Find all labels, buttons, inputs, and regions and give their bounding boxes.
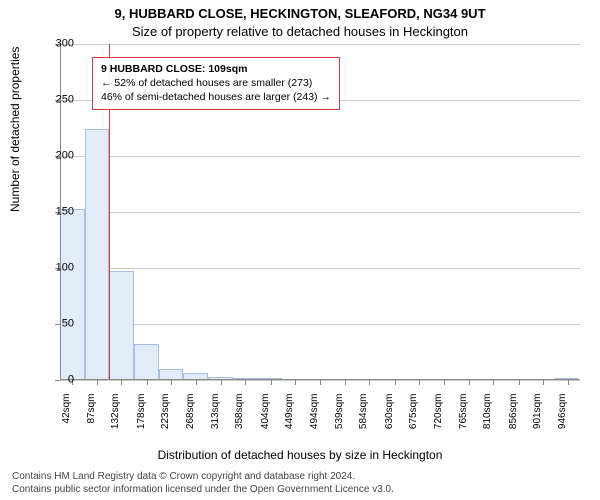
histogram-bar: [85, 129, 110, 380]
attribution-footer: Contains HM Land Registry data © Crown c…: [12, 470, 588, 496]
histogram-bar: [109, 271, 134, 380]
y-tick-label: 150: [34, 207, 74, 218]
annotation-title: 9 HUBBARD CLOSE: 109sqm: [101, 62, 331, 76]
y-tick-label: 0: [34, 375, 74, 386]
chart-subtitle: Size of property relative to detached ho…: [0, 24, 600, 39]
chart-container: 9, HUBBARD CLOSE, HECKINGTON, SLEAFORD, …: [0, 0, 600, 500]
x-tick-label: 268sqm: [185, 394, 196, 444]
y-tick-label: 200: [34, 151, 74, 162]
x-tick-label: 178sqm: [136, 394, 147, 444]
plot-area: 9 HUBBARD CLOSE: 109sqm ← 52% of detache…: [60, 44, 580, 380]
y-tick-label: 50: [34, 319, 74, 330]
histogram-bar: [134, 344, 159, 380]
x-tick-label: 901sqm: [532, 394, 543, 444]
y-tick-label: 250: [34, 95, 74, 106]
x-tick-label: 630sqm: [384, 394, 395, 444]
x-tick-label: 494sqm: [309, 394, 320, 444]
x-tick-label: 223sqm: [160, 394, 171, 444]
y-tick-label: 100: [34, 263, 74, 274]
x-tick-label: 358sqm: [234, 394, 245, 444]
annotation-smaller: ← 52% of detached houses are smaller (27…: [101, 76, 331, 90]
annotation-larger: 46% of semi-detached houses are larger (…: [101, 90, 331, 104]
annotation-callout: 9 HUBBARD CLOSE: 109sqm ← 52% of detache…: [92, 57, 340, 110]
x-tick-label: 675sqm: [408, 394, 419, 444]
x-tick-label: 87sqm: [86, 394, 97, 444]
x-tick-label: 313sqm: [210, 394, 221, 444]
chart-title-address: 9, HUBBARD CLOSE, HECKINGTON, SLEAFORD, …: [0, 6, 600, 21]
footer-line2: Contains public sector information licen…: [12, 483, 588, 496]
x-tick-label: 42sqm: [61, 394, 72, 444]
y-axis-label: Number of detached properties: [8, 47, 22, 212]
x-tick-label: 856sqm: [508, 394, 519, 444]
footer-line1: Contains HM Land Registry data © Crown c…: [12, 470, 588, 483]
y-tick-label: 300: [34, 39, 74, 50]
x-tick-label: 449sqm: [284, 394, 295, 444]
x-tick-label: 539sqm: [334, 394, 345, 444]
histogram-bar: [60, 209, 85, 380]
x-axis-label: Distribution of detached houses by size …: [0, 448, 600, 462]
x-tick-label: 720sqm: [433, 394, 444, 444]
x-tick-label: 404sqm: [260, 394, 271, 444]
x-tick-label: 946sqm: [557, 394, 568, 444]
x-tick-label: 810sqm: [482, 394, 493, 444]
x-tick-label: 584sqm: [358, 394, 369, 444]
x-tick-label: 765sqm: [458, 394, 469, 444]
x-tick-label: 132sqm: [110, 394, 121, 444]
